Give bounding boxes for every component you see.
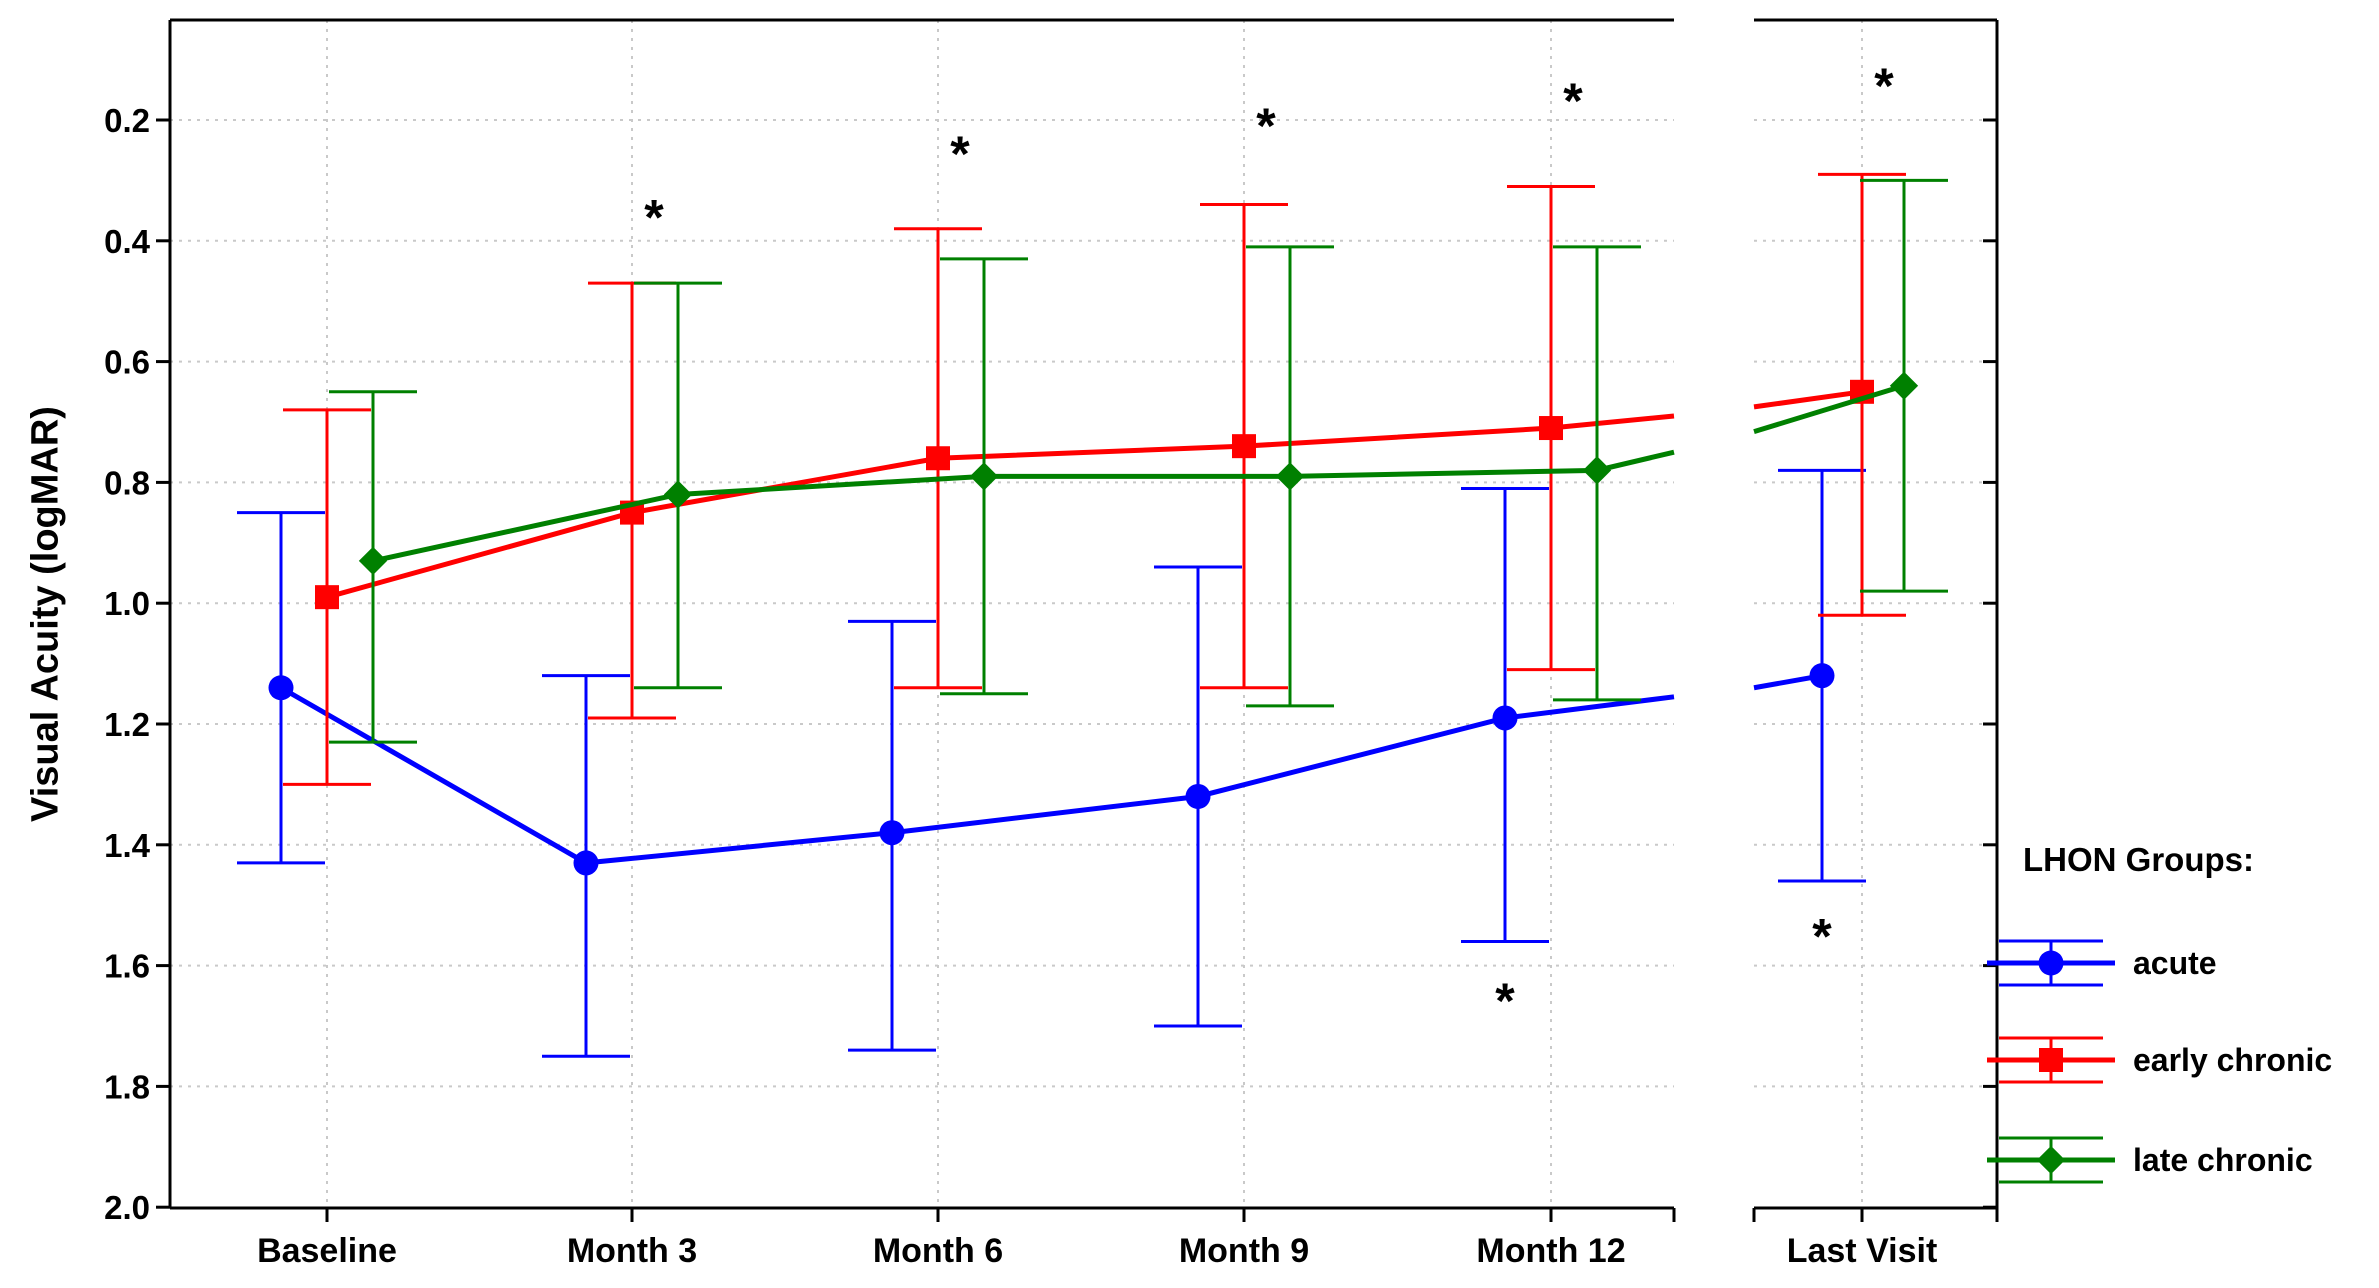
y-tick-label: 1.8 <box>104 1068 150 1105</box>
marker-circle <box>879 820 905 846</box>
marker-diamond <box>663 480 693 509</box>
marker-diamond <box>358 546 388 576</box>
series-line-panel2 <box>1753 383 1905 435</box>
marker-diamond <box>1582 456 1612 485</box>
x-tick-label: Baseline <box>257 1232 397 1270</box>
series-acute <box>237 468 1866 1058</box>
significance-asterisk: * <box>1256 98 1276 154</box>
y-tick-label: 0.4 <box>104 223 151 260</box>
marker-circle <box>573 850 599 876</box>
marker-diamond <box>969 462 999 491</box>
legend: LHON Groups: acute early chronic late chro… <box>1985 0 2379 1288</box>
marker-circle <box>1809 663 1835 689</box>
significance-asterisk: * <box>644 190 664 246</box>
legend-symbol-diamond <box>1987 1136 2115 1184</box>
series-line-panel2 <box>1753 389 1863 410</box>
legend-symbol-square <box>1987 1036 2115 1084</box>
marker-square <box>1539 416 1563 441</box>
significance-asterisk: * <box>1874 58 1894 114</box>
marker-square <box>926 446 950 471</box>
y-tick-label: 2.0 <box>104 1189 150 1226</box>
marker-circle <box>1492 705 1518 731</box>
marker-circle <box>1185 783 1211 809</box>
legend-item-late-chronic: late chronic <box>1985 1118 2313 1202</box>
series-early-chronic <box>283 172 1906 786</box>
y-axis-title: Visual Acuity (logMAR) <box>24 406 67 822</box>
series-line <box>326 413 1675 600</box>
legend-symbol-circle <box>1987 939 2115 987</box>
x-tick-label: Month 3 <box>567 1232 697 1270</box>
significance-asterisk: * <box>1563 73 1583 129</box>
y-tick-label: 1.0 <box>104 585 150 622</box>
marker-circle <box>268 675 294 701</box>
legend-title: LHON Groups: <box>2023 841 2254 878</box>
significance-asterisk: * <box>950 126 970 182</box>
x-tick-label: Month 12 <box>1476 1232 1625 1270</box>
y-tick-label: 1.6 <box>104 948 150 985</box>
significance-asterisk: * <box>1812 908 1832 964</box>
marker-diamond <box>1275 462 1305 491</box>
y-tick-label: 1.2 <box>104 706 150 743</box>
legend-item-acute: acute <box>1985 921 2217 1005</box>
series-late-chronic <box>329 178 1948 744</box>
y-tick-label: 0.8 <box>104 464 150 501</box>
x-tick-label: Month 9 <box>1179 1232 1309 1270</box>
legend-label: late chronic <box>2133 1141 2313 1178</box>
legend-label: acute <box>2133 944 2217 981</box>
marker-diamond <box>1889 371 1919 400</box>
legend-item-early-chronic: early chronic <box>1985 1018 2332 1102</box>
series-line <box>372 449 1675 564</box>
y-tick-label: 0.2 <box>104 102 150 139</box>
significance-asterisk: * <box>1495 973 1515 1029</box>
series-line <box>279 685 1675 866</box>
legend-label: early chronic <box>2133 1041 2333 1078</box>
x-tick-label: Last Visit <box>1787 1232 1938 1270</box>
marker-square <box>315 585 339 610</box>
y-tick-label: 0.6 <box>104 344 150 381</box>
marker-square <box>1232 434 1256 459</box>
x-tick-label: Month 6 <box>873 1232 1003 1270</box>
y-tick-label: 1.4 <box>104 827 151 864</box>
